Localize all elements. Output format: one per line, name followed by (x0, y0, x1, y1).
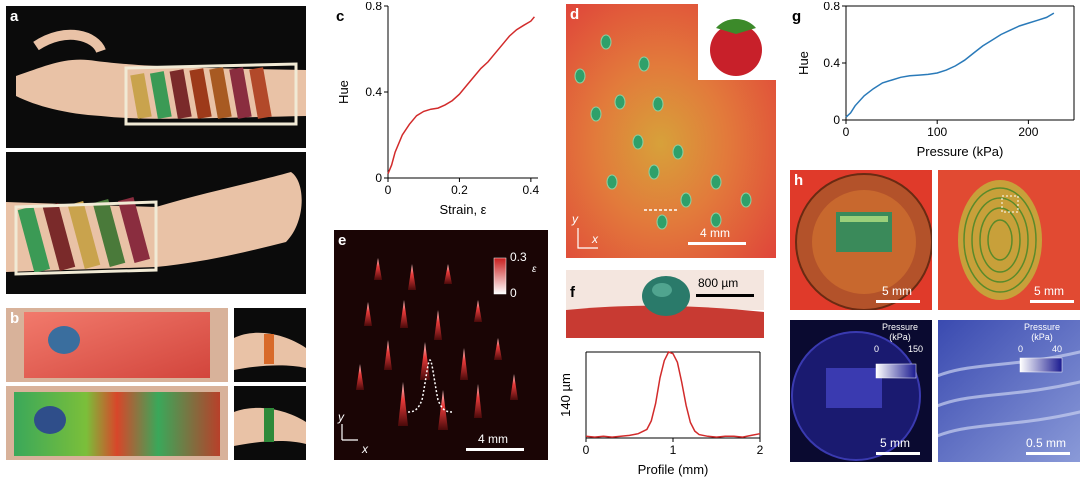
x-tick-label: 0.4 (523, 183, 540, 197)
colorbar-min-h-left: 0 (874, 344, 880, 354)
panel-b-wrist-photo-bottom (234, 386, 306, 460)
panel-a-leg-photo (6, 152, 306, 294)
panel-label-c: c (336, 8, 345, 25)
film-stretched (14, 392, 220, 456)
scale-label-h1: 5 mm (882, 284, 912, 298)
panel-b-wrist-photo-top (234, 308, 306, 382)
x-tick-label: 0 (583, 443, 590, 457)
axis-y-label-e: y (338, 410, 344, 424)
x-axis-label: Strain, ε (440, 202, 487, 217)
xy-axis-arrows-d (577, 228, 598, 249)
scale-bar-h1 (876, 300, 920, 303)
colorbar-title-h-right: Pressure (kPa) (1024, 322, 1061, 342)
series-line (845, 12, 1055, 118)
colorbar-title-h-left: Pressure (kPa) (882, 322, 919, 342)
x-axis-label: Profile (mm) (638, 462, 709, 477)
strawberry-surface (566, 4, 776, 258)
y-tick-label: 0 (375, 171, 382, 185)
x-tick-label: 1 (670, 443, 677, 457)
y-axis-label: Hue (796, 51, 811, 75)
panel-d-strawberry-image: d 4 mm y x (566, 4, 776, 258)
scale-label-h4: 0.5 mm (1026, 436, 1067, 450)
strain-peaks (334, 230, 548, 460)
y-tick-label: 0.8 (365, 2, 382, 13)
x-axis-label: Pressure (kPa) (917, 144, 1004, 159)
x-tick-label: 100 (927, 125, 947, 139)
y-axis-label: Hue (336, 80, 351, 104)
scale-bar-d (688, 242, 746, 245)
panel-f-droplet-photo: f 800 µm (566, 270, 764, 338)
panel-h-fingerprint-pressure: Pressure (kPa) 0 40 0.5 mm (938, 320, 1080, 462)
colorbar-min-e: 0 (510, 286, 517, 300)
panel-c-chart: c 0 0.2 0.4 0 0.4 0.8 Strain, ε Hue (316, 2, 548, 224)
x-tick-label: 0 (843, 125, 850, 139)
colorbar-max-e: 0.3 (510, 250, 527, 264)
x-tick-label: 2 (757, 443, 764, 457)
colorbar-label-e: ε (532, 264, 537, 275)
hue-pressure-chart: 0 100 200 0 0.4 0.8 Pressure (kPa) Hue (796, 2, 1075, 159)
y-tick-label: 0.8 (823, 2, 840, 13)
scale-label-d: 4 mm (700, 226, 730, 240)
x-tick-label: 200 (1018, 125, 1038, 139)
x-tick-label: 0.2 (451, 183, 468, 197)
profile-chart: 0 1 2 Profile (mm) 140 µm (558, 351, 764, 477)
colorbar-max-h-left: 150 (908, 344, 924, 354)
arm-illustration (16, 29, 306, 126)
panel-h-coin-pressure: Pressure (kPa) 0 150 5 mm (790, 320, 932, 462)
series-line (585, 351, 761, 438)
scale-label-e: 4 mm (478, 432, 508, 446)
scale-bar-f (696, 294, 754, 297)
panel-label-a: a (10, 8, 19, 25)
y-tick-label: 0.4 (823, 56, 840, 70)
colorbar-max-h-right: 40 (1052, 344, 1063, 354)
panel-a-arm-photo: a (6, 6, 306, 148)
series-line (387, 16, 535, 174)
panel-b-film-photo-top: b (6, 308, 228, 382)
film-relaxed (24, 312, 210, 378)
panel-label-e: e (338, 232, 347, 249)
y-axis-label: 140 µm (558, 373, 573, 417)
scale-bar-h4 (1026, 452, 1070, 455)
y-tick-label: 0 (833, 113, 840, 127)
panel-g-chart: g 0 100 200 0 0.4 0.8 Pressure (kPa) Hue (784, 2, 1080, 166)
panel-h-fingerprint-hue: 5 mm (938, 170, 1080, 310)
panel-label-d: d (570, 6, 580, 23)
axis-x-label-e: x (362, 442, 368, 456)
panel-f-profile-chart: 0 1 2 Profile (mm) 140 µm (556, 342, 776, 478)
scale-bar-h3 (876, 452, 920, 455)
leg-illustration (6, 172, 302, 276)
scale-label-h3: 5 mm (880, 436, 910, 450)
droplet (566, 270, 764, 338)
panel-e-strain-map: e 0.3 ε 0 4 mm y x (334, 230, 548, 460)
axis-y-label-d: y (572, 212, 578, 226)
panel-label-b: b (10, 310, 20, 327)
panel-label-h: h (794, 172, 804, 189)
colorbar-min-h-right: 0 (1018, 344, 1024, 354)
hue-strain-chart: 0 0.2 0.4 0 0.4 0.8 Strain, ε Hue (336, 2, 540, 217)
panel-label-f: f (570, 284, 575, 301)
scale-label-f: 800 µm (698, 276, 739, 290)
scale-bar-e (466, 448, 524, 451)
panel-b-film-photo-bottom (6, 386, 228, 460)
axis-x-label-d: x (592, 232, 598, 246)
panel-h-coin-hue: h 5 mm (790, 170, 932, 310)
scale-bar-h2 (1030, 300, 1074, 303)
y-tick-label: 0.4 (365, 85, 382, 99)
x-tick-label: 0 (385, 183, 392, 197)
panel-label-g: g (792, 8, 802, 25)
scale-label-h2: 5 mm (1034, 284, 1064, 298)
